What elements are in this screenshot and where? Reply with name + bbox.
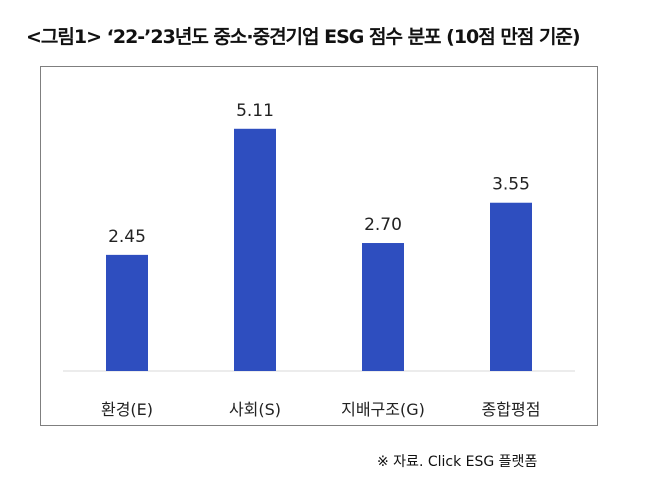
data-label-0: 2.45 xyxy=(108,227,146,247)
bar-1 xyxy=(234,128,276,371)
data-label-3: 3.55 xyxy=(492,175,530,195)
data-label-1: 5.11 xyxy=(236,101,274,121)
chart-frame: 2.45 환경(E) 5.11 사회(S) 2.70 지배구조(G) 3.55 종합평점 xyxy=(40,66,598,426)
bar-3 xyxy=(490,202,532,371)
x-tick-label-1: 사회(S) xyxy=(229,400,281,419)
x-tick-label-3: 종합평점 xyxy=(482,400,541,419)
bar-0 xyxy=(106,254,148,371)
x-tick-label-0: 환경(E) xyxy=(101,400,153,419)
source-note: ※ 자료. Click ESG 플랫폼 xyxy=(377,454,538,470)
bar-2 xyxy=(362,243,404,371)
x-tick-label-2: 지배구조(G) xyxy=(341,400,425,419)
chart-title: <그림1> ‘22-’23년도 중소·중견기업 ESG 점수 분포 (10점 만… xyxy=(26,26,581,48)
bar-chart: 2.45 환경(E) 5.11 사회(S) 2.70 지배구조(G) 3.55 종합평점 xyxy=(63,101,575,419)
data-label-2: 2.70 xyxy=(364,215,402,235)
